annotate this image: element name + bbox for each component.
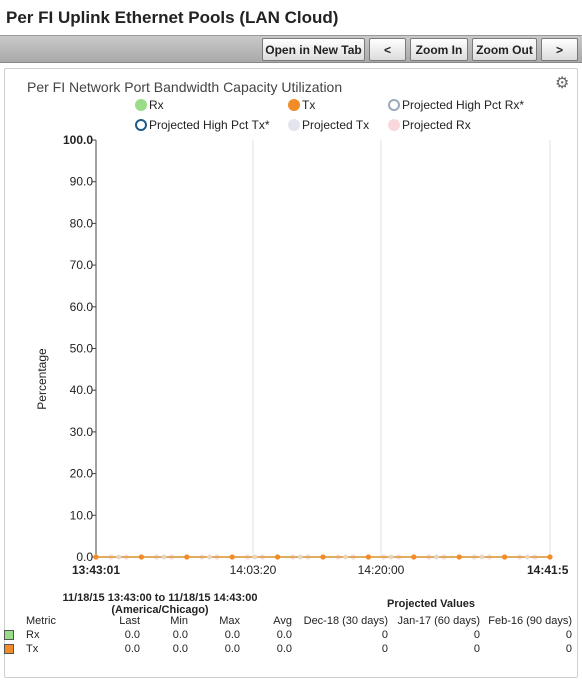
zoom-in-button[interactable]: Zoom In <box>410 38 468 61</box>
y-tick-label: 80.0 <box>70 216 94 230</box>
legend-projected-high-rx-marker <box>388 99 400 111</box>
x-tick-label: 14:20:00 <box>358 563 405 577</box>
tx-data-point[interactable] <box>411 554 417 560</box>
y-tick-label: 70.0 <box>70 258 94 272</box>
tx-data-point[interactable] <box>365 554 371 560</box>
rx-data-point[interactable] <box>252 554 258 560</box>
tx-data-point[interactable] <box>93 554 99 560</box>
header-30-days: Dec-18 (30 days) <box>303 615 388 627</box>
legend-projected-tx-label: Projected Tx <box>302 118 370 132</box>
toolbar: Open in New Tab < Zoom In Zoom Out > <box>0 35 582 63</box>
rx-data-point[interactable] <box>479 554 485 560</box>
y-tick-label: 10.0 <box>70 508 94 522</box>
table-row: Tx 0.0 0.0 0.0 0.0 0 0 0 <box>4 642 572 656</box>
header-90-days: Feb-16 (90 days) <box>488 615 572 627</box>
tx-data-point[interactable] <box>456 554 462 560</box>
row-60-days: 0 <box>473 643 480 655</box>
legend-projected-high-rx-label: Projected High Pct Rx* <box>402 98 525 112</box>
timezone-label: (America/Chicago) <box>111 604 209 616</box>
legend-tx-marker <box>288 99 300 111</box>
header-60-days: Jan-17 (60 days) <box>397 615 480 627</box>
x-tick-label: 14:41:5 <box>527 563 569 577</box>
row-avg: 0.0 <box>276 643 292 655</box>
y-tick-label: 60.0 <box>70 300 94 314</box>
row-avg: 0.0 <box>276 629 292 641</box>
row-metric: Tx <box>26 643 39 655</box>
tx-data-point[interactable] <box>502 554 508 560</box>
x-tick-label: 14:03:20 <box>230 563 277 577</box>
row-90-days: 0 <box>565 643 572 655</box>
tx-data-point[interactable] <box>184 554 190 560</box>
tx-color-swatch <box>4 644 14 655</box>
legend-projected-high-tx-marker <box>135 119 147 131</box>
rx-data-point[interactable] <box>343 554 349 560</box>
gear-icon[interactable]: ⚙ <box>555 75 570 92</box>
legend-projected-rx-marker <box>388 119 400 131</box>
row-60-days: 0 <box>473 629 480 641</box>
rx-data-point[interactable] <box>207 554 212 560</box>
row-min: 0.0 <box>172 643 188 655</box>
legend-item-projected-high-pct-tx[interactable]: Projected High Pct Tx* <box>135 118 270 132</box>
y-tick-label: 100.0 <box>63 133 93 147</box>
stats-header-row: Metric Last Min Max Avg Dec-18 (30 days)… <box>4 614 572 628</box>
header-avg: Avg <box>273 615 292 627</box>
row-last: 0.0 <box>124 629 140 641</box>
stats-table: Metric Last Min Max Avg Dec-18 (30 days)… <box>4 614 572 656</box>
time-range: 11/18/15 13:43:00 to 11/18/15 14:43:00 <box>62 592 258 604</box>
rx-data-point[interactable] <box>161 554 167 560</box>
legend-item-tx[interactable]: Tx <box>288 98 315 112</box>
tx-data-point[interactable] <box>320 554 326 560</box>
legend-item-projected-rx[interactable]: Projected Rx <box>388 118 471 132</box>
next-button[interactable]: > <box>541 38 578 61</box>
row-metric: Rx <box>26 629 40 641</box>
row-90-days: 0 <box>565 629 572 641</box>
row-max: 0.0 <box>224 629 240 641</box>
y-tick-label: 0.0 <box>76 550 93 564</box>
legend-rx-marker <box>135 99 147 111</box>
chart-panel <box>4 68 578 678</box>
open-in-new-tab-button[interactable]: Open in New Tab <box>262 38 365 61</box>
tx-data-point[interactable] <box>547 554 553 560</box>
table-row: Rx 0.0 0.0 0.0 0.0 0 0 0 <box>4 628 572 642</box>
header-min: Min <box>170 615 188 627</box>
projected-values-header: Projected Values <box>387 598 476 610</box>
legend-projected-rx-label: Projected Rx <box>402 118 471 132</box>
y-tick-label: 90.0 <box>70 175 94 189</box>
y-tick-label: 50.0 <box>70 342 94 356</box>
rx-data-point[interactable] <box>297 554 303 560</box>
row-max: 0.0 <box>224 643 240 655</box>
chart-title: Per FI Network Port Bandwidth Capacity U… <box>27 79 343 95</box>
row-30-days: 0 <box>381 629 388 641</box>
y-tick-label: 20.0 <box>70 467 94 481</box>
zoom-out-button[interactable]: Zoom Out <box>472 38 537 61</box>
y-tick-label: 30.0 <box>70 425 94 439</box>
header-metric: Metric <box>26 615 56 627</box>
y-tick-label: 40.0 <box>70 383 94 397</box>
rx-data-point[interactable] <box>388 554 394 560</box>
legend-projected-tx-marker <box>288 119 300 131</box>
rx-data-point[interactable] <box>434 554 439 560</box>
row-last: 0.0 <box>124 643 140 655</box>
legend-item-projected-high-pct-rx[interactable]: Projected High Pct Rx* <box>388 98 524 112</box>
previous-button[interactable]: < <box>369 38 406 61</box>
header-max: Max <box>219 615 240 627</box>
rx-data-point[interactable] <box>524 554 530 560</box>
row-min: 0.0 <box>172 629 188 641</box>
tx-data-point[interactable] <box>138 554 144 560</box>
tx-data-point[interactable] <box>275 554 281 560</box>
legend-rx-label: Rx <box>149 98 164 112</box>
legend-item-projected-tx[interactable]: Projected Tx <box>288 118 369 132</box>
x-tick-label: 13:43:01 <box>72 563 120 577</box>
legend-item-rx[interactable]: Rx <box>135 98 164 112</box>
rx-color-swatch <box>4 630 14 641</box>
rx-data-point[interactable] <box>116 554 122 560</box>
row-30-days: 0 <box>381 643 388 655</box>
header-last: Last <box>119 615 140 627</box>
legend-tx-label: Tx <box>302 98 316 112</box>
page-title: Per FI Uplink Ethernet Pools (LAN Cloud) <box>6 8 339 27</box>
tx-data-point[interactable] <box>229 554 235 560</box>
legend-projected-high-tx-label: Projected High Pct Tx* <box>149 118 270 132</box>
